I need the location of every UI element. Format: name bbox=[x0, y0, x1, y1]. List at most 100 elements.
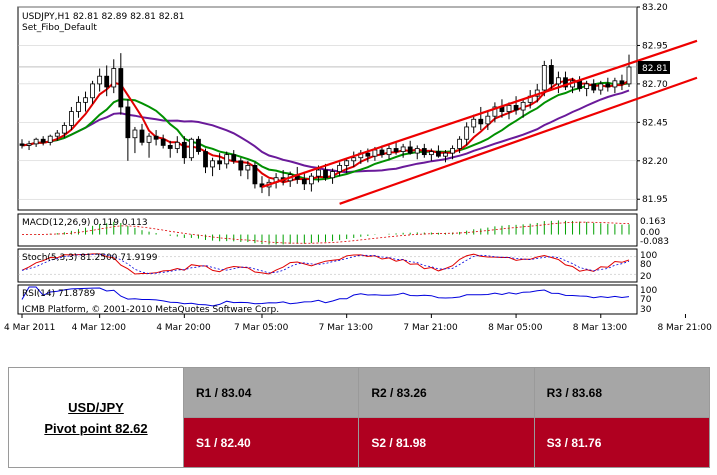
current-price-box bbox=[638, 60, 670, 74]
macd-label: MACD(12,26,9) 0.119 0.113 bbox=[22, 218, 148, 228]
candle-body bbox=[111, 68, 117, 88]
stoch-ytick-80: 80 bbox=[640, 260, 652, 270]
y-tick-label: 81.95 bbox=[642, 195, 668, 205]
candle-body bbox=[167, 145, 173, 149]
stoch-ytick-20: 20 bbox=[640, 272, 652, 282]
y-tick-label: 82.70 bbox=[642, 80, 668, 90]
x-tick-label: 4 Mar 12:00 bbox=[72, 323, 127, 333]
candle-body bbox=[83, 97, 88, 103]
candle-body bbox=[323, 169, 328, 179]
channel-lower-line bbox=[339, 76, 698, 205]
rsi-ytick-70: 70 bbox=[640, 295, 652, 305]
x-tick-label: 7 Mar 05:00 bbox=[234, 323, 289, 333]
candle-body bbox=[414, 148, 420, 154]
stoch-ytick-100: 100 bbox=[640, 251, 657, 261]
channel-upper-line bbox=[261, 39, 698, 188]
stoch-main-line bbox=[21, 253, 630, 275]
rsi-label: RSI(14) 71.8789 bbox=[22, 289, 95, 299]
candle-body bbox=[104, 75, 110, 88]
candle-body bbox=[47, 135, 53, 143]
candle-body bbox=[485, 115, 491, 125]
s2-cell: S2 / 81.98 bbox=[358, 417, 535, 468]
candle-body bbox=[330, 171, 335, 179]
candle-body bbox=[19, 143, 25, 146]
candle-body bbox=[33, 138, 39, 145]
r3-cell: R3 / 83.68 bbox=[533, 367, 711, 418]
candle-body bbox=[450, 148, 455, 154]
candle-body bbox=[457, 138, 463, 149]
candle-body bbox=[231, 154, 237, 162]
y-tick-label: 82.95 bbox=[642, 41, 668, 51]
candle-body bbox=[301, 178, 307, 185]
candle-body bbox=[224, 154, 230, 165]
candle-body bbox=[203, 151, 208, 168]
candle-body bbox=[598, 83, 604, 91]
x-tick-label: 8 Mar 05:00 bbox=[488, 323, 543, 333]
candle-body bbox=[76, 101, 81, 112]
candle-body bbox=[506, 105, 512, 112]
candle-body bbox=[308, 175, 314, 185]
x-tick-label: 8 Mar 13:00 bbox=[573, 323, 628, 333]
main-pane-frame bbox=[17, 6, 638, 211]
y-tick-label: 82.20 bbox=[642, 157, 668, 167]
pair-label: USD/JPY bbox=[68, 399, 124, 415]
candle-body bbox=[541, 65, 547, 91]
candle-body bbox=[492, 106, 498, 117]
candle-body bbox=[513, 105, 519, 111]
chart-template-label: Set_Fibo_Default bbox=[22, 23, 97, 33]
rsi-ytick-30: 30 bbox=[640, 305, 652, 315]
candle-body bbox=[436, 151, 441, 157]
support-row: S1 / 82.40 S2 / 81.98 S3 / 81.76 bbox=[9, 417, 711, 468]
candle-body bbox=[584, 83, 590, 89]
candle-body bbox=[365, 152, 371, 157]
r2-cell: R2 / 83.26 bbox=[358, 367, 535, 418]
candle-body bbox=[174, 141, 180, 149]
candle-body bbox=[612, 80, 618, 88]
candle-body bbox=[421, 148, 427, 156]
candle-body bbox=[97, 75, 103, 85]
y-tick-label: 82.45 bbox=[642, 118, 668, 128]
pair-cell: USD/JPY Pivot point 82.62 bbox=[8, 367, 184, 468]
x-tick-label: 4 Mar 20:00 bbox=[156, 323, 211, 333]
candle-body bbox=[591, 83, 597, 91]
candle-body bbox=[181, 141, 187, 159]
candle-body bbox=[351, 157, 357, 162]
candle-body bbox=[379, 149, 385, 156]
macd-ytick-top: 0.163 bbox=[640, 217, 666, 227]
candle-body bbox=[160, 138, 166, 146]
macd-ytick-zero: 0.00 bbox=[640, 228, 660, 238]
candle-body bbox=[40, 138, 46, 143]
macd-signal-line bbox=[21, 221, 630, 244]
chart-canvas: 83.20 82.95 82.70 82.45 82.20 81.95 4 Mar 201… bbox=[4, 3, 713, 333]
rsi-pane-frame bbox=[17, 284, 638, 315]
candle-body bbox=[464, 126, 470, 140]
candle-body bbox=[90, 83, 95, 99]
x-tick-label: 8 Mar 21:00 bbox=[657, 323, 712, 333]
x-tick-label: 7 Mar 13:00 bbox=[319, 323, 374, 333]
pivot-table: USD/JPY Pivot point 82.62 R1 / 83.04 R2 … bbox=[8, 367, 711, 468]
candle-body bbox=[626, 66, 632, 85]
candle-body bbox=[556, 77, 561, 85]
candle-body bbox=[619, 80, 625, 85]
candle-body bbox=[563, 77, 568, 88]
candle-body bbox=[605, 83, 611, 88]
copyright-label: ICMB Platform, © 2001-2010 MetaQuotes So… bbox=[22, 305, 279, 315]
candle-body bbox=[520, 101, 526, 111]
candle-body bbox=[443, 152, 448, 157]
candle-body bbox=[238, 160, 244, 171]
r1-cell: R1 / 83.04 bbox=[182, 367, 360, 418]
candle-body bbox=[125, 106, 131, 139]
candle-body bbox=[153, 135, 159, 140]
candle-body bbox=[139, 129, 145, 143]
candle-body bbox=[188, 138, 194, 159]
candle-body bbox=[577, 80, 582, 89]
candle-body bbox=[196, 138, 201, 152]
candle-body bbox=[210, 160, 215, 168]
candle-body bbox=[252, 165, 258, 185]
candle-body bbox=[478, 118, 484, 125]
y-tick-label: 83.20 bbox=[642, 3, 668, 13]
candle-body bbox=[132, 129, 138, 139]
candle-body bbox=[372, 149, 378, 157]
candle-body bbox=[393, 148, 399, 152]
candle-body bbox=[386, 148, 392, 156]
